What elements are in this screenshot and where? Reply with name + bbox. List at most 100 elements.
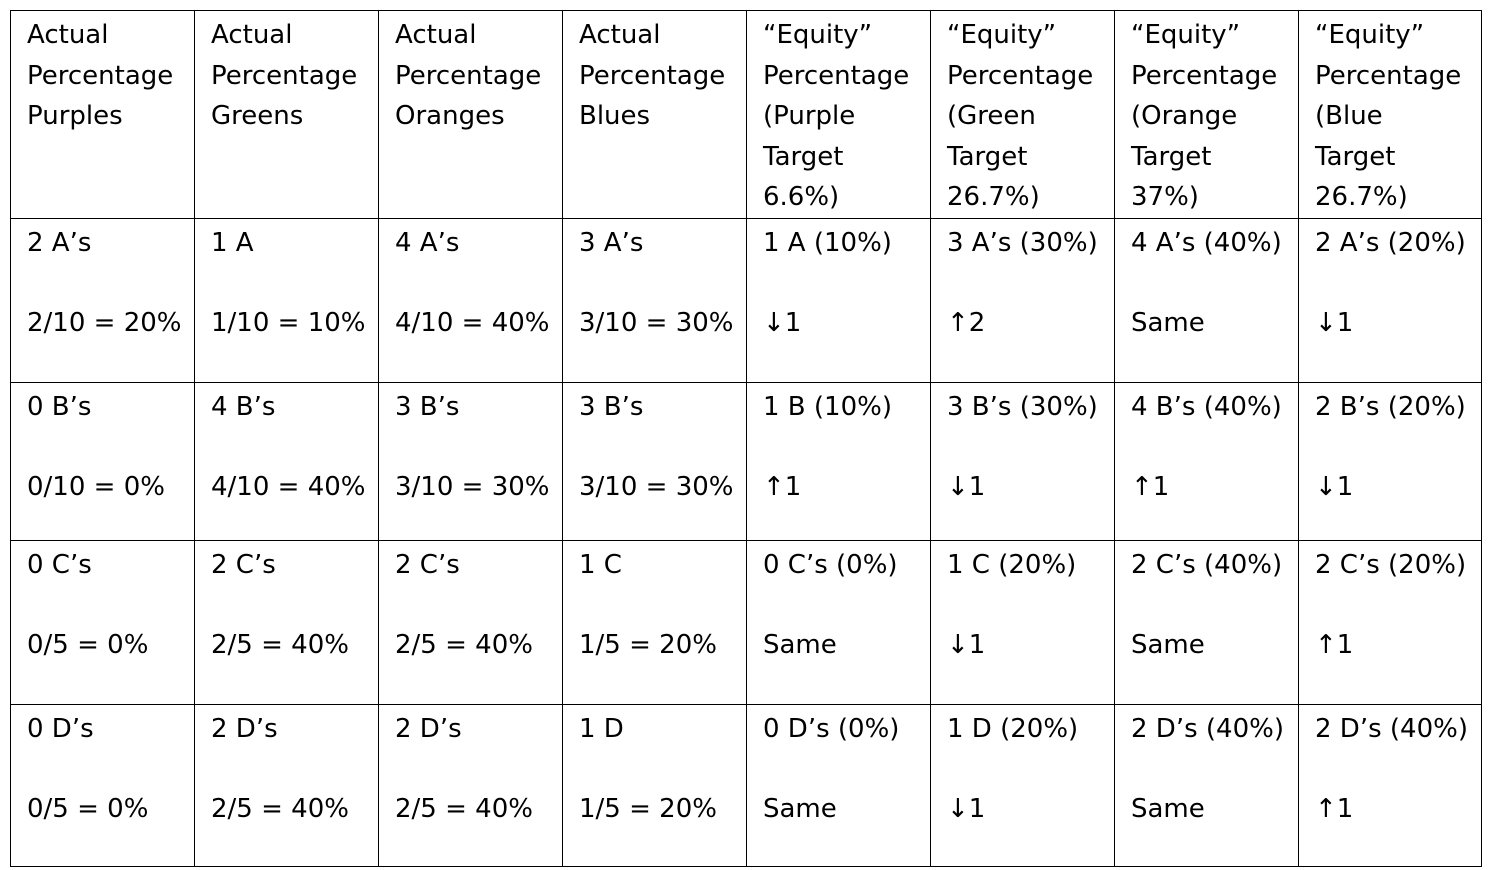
table-cell: 3 B’s 3/10 = 30% <box>562 381 747 541</box>
cell-count: 2 D’s (40%) <box>1131 713 1284 744</box>
table-cell: 1 C 1/5 = 20% <box>562 539 747 705</box>
header-line: Percentage <box>395 60 542 91</box>
header-line: (Blue <box>1315 101 1383 131</box>
header-line: (Green <box>947 101 1036 131</box>
header-line: Actual <box>27 20 109 50</box>
cell-value: ↓1 <box>1315 308 1354 338</box>
table-cell: 2 C’s 2/5 = 40% <box>378 539 563 705</box>
cell-count: 2 C’s <box>395 549 460 580</box>
cell-value: 0/5 = 0% <box>27 794 149 824</box>
table-cell: 0 C’s 0/5 = 0% <box>10 539 195 705</box>
table-cell: 2 C’s (40%) Same <box>1114 539 1299 705</box>
cell-count: 1 C (20%) <box>947 549 1077 580</box>
cell-value: ↑1 <box>763 472 802 502</box>
table-row: 0 D’s 0/5 = 0% 2 D’s 2/5 = 40% 2 D’s 2/5 = 40… <box>10 703 1482 867</box>
header-line: “Equity” <box>947 20 1057 50</box>
table-cell: 3 A’s (30%) ↑2 <box>930 217 1115 383</box>
header-line: Percentage <box>1131 60 1278 91</box>
cell-count: 2 D’s <box>211 713 278 744</box>
cell-value: ↑1 <box>1315 630 1354 660</box>
cell-count: 2 D’s <box>395 713 462 744</box>
table-cell: 3 B’s (30%) ↓1 <box>930 381 1115 541</box>
header-line: (Purple <box>763 101 856 131</box>
cell-value: 0/5 = 0% <box>27 630 149 660</box>
cell-count: 2 C’s (40%) <box>1131 549 1283 580</box>
cell-value: ↓1 <box>947 472 986 502</box>
cell-value: ↓1 <box>1315 472 1354 502</box>
header-line: Target <box>763 141 844 172</box>
table-row: 0 B’s 0/10 = 0% 4 B’s 4/10 = 40% 3 B’s 3/10 =… <box>10 381 1482 541</box>
table-cell: 1 D (20%) ↓1 <box>930 703 1115 867</box>
cell-count: 2 A’s (20%) <box>1315 227 1466 258</box>
cell-value: 4/10 = 40% <box>211 472 366 502</box>
header-row: Actual Percentage Purples Actual Percentage G… <box>10 10 1482 219</box>
table-cell: 3 B’s 3/10 = 30% <box>378 381 563 541</box>
cell-value: 0/10 = 0% <box>27 472 165 502</box>
header-line: 26.7%) <box>947 182 1040 212</box>
cell-value: ↓1 <box>947 794 986 824</box>
header-line: 37%) <box>1131 182 1199 212</box>
table-cell: 4 A’s 4/10 = 40% <box>378 217 563 383</box>
cell-value: 3/10 = 30% <box>579 472 734 502</box>
cell-count: 3 A’s <box>579 227 644 258</box>
table-row: 2 A’s 2/10 = 20% 1 A 1/10 = 10% 4 A’s 4/10 = … <box>10 217 1482 383</box>
header-line: Actual <box>395 20 477 50</box>
cell-count: 2 C’s (20%) <box>1315 549 1467 580</box>
cell-value: ↑1 <box>1315 794 1354 824</box>
table-cell: 2 D’s (40%) Same <box>1114 703 1299 867</box>
table-cell: 1 A 1/10 = 10% <box>194 217 379 383</box>
cell-value: Same <box>1131 308 1205 338</box>
table-cell: 1 A (10%) ↓1 <box>746 217 931 383</box>
cell-count: 2 A’s <box>27 227 92 258</box>
equity-percentage-table: Actual Percentage Purples Actual Percentage G… <box>10 10 1482 867</box>
table-cell: 0 C’s (0%) Same <box>746 539 931 705</box>
table-cell: 4 A’s (40%) Same <box>1114 217 1299 383</box>
table-cell: 2 A’s 2/10 = 20% <box>10 217 195 383</box>
table-cell: 2 A’s (20%) ↓1 <box>1298 217 1482 383</box>
header-line: Target <box>947 141 1028 172</box>
cell-value: 2/5 = 40% <box>395 630 533 660</box>
cell-value: 1/5 = 20% <box>579 630 717 660</box>
header-line: Percentage <box>947 60 1094 91</box>
cell-count: 4 B’s (40%) <box>1131 391 1282 422</box>
cell-value: ↓1 <box>947 630 986 660</box>
header-line: Oranges <box>395 101 505 131</box>
header-line: Actual <box>211 20 293 50</box>
cell-value: ↓1 <box>763 308 802 338</box>
table-cell: 3 A’s 3/10 = 30% <box>562 217 747 383</box>
table-cell: 0 D’s (0%) Same <box>746 703 931 867</box>
cell-count: 2 D’s (40%) <box>1315 713 1468 744</box>
header-line: Percentage <box>579 60 726 91</box>
table-cell: 2 C’s (20%) ↑1 <box>1298 539 1482 705</box>
header-line: 26.7%) <box>1315 182 1408 212</box>
header-line: “Equity” <box>763 20 873 50</box>
header-cell: Actual Percentage Purples <box>10 10 195 219</box>
header-line: Percentage <box>1315 60 1462 91</box>
cell-value: 1/5 = 20% <box>579 794 717 824</box>
cell-count: 1 A <box>211 227 254 258</box>
header-cell: “Equity” Percentage (Blue Target 26.7%) <box>1298 10 1482 219</box>
cell-count: 0 B’s <box>27 391 92 422</box>
cell-value: ↑2 <box>947 308 986 338</box>
cell-count: 2 C’s <box>211 549 276 580</box>
cell-value: 2/5 = 40% <box>395 794 533 824</box>
cell-value: Same <box>763 630 837 660</box>
cell-value: Same <box>1131 630 1205 660</box>
cell-value: ↑1 <box>1131 472 1170 502</box>
header-cell: “Equity” Percentage (Orange Target 37%) <box>1114 10 1299 219</box>
cell-value: Same <box>763 794 837 824</box>
table-cell: 2 B’s (20%) ↓1 <box>1298 381 1482 541</box>
header-line: Greens <box>211 101 304 131</box>
header-line: Target <box>1315 141 1396 172</box>
cell-count: 4 B’s <box>211 391 276 422</box>
table-row: 0 C’s 0/5 = 0% 2 C’s 2/5 = 40% 2 C’s 2/5 = 40… <box>10 539 1482 705</box>
cell-count: 0 C’s (0%) <box>763 549 898 580</box>
cell-count: 4 A’s <box>395 227 460 258</box>
cell-count: 1 D (20%) <box>947 713 1079 744</box>
header-line: “Equity” <box>1131 20 1241 50</box>
cell-value: Same <box>1131 794 1205 824</box>
table-cell: 1 C (20%) ↓1 <box>930 539 1115 705</box>
table-cell: 0 D’s 0/5 = 0% <box>10 703 195 867</box>
header-line: Percentage <box>763 60 910 91</box>
header-line: Purples <box>27 101 123 131</box>
